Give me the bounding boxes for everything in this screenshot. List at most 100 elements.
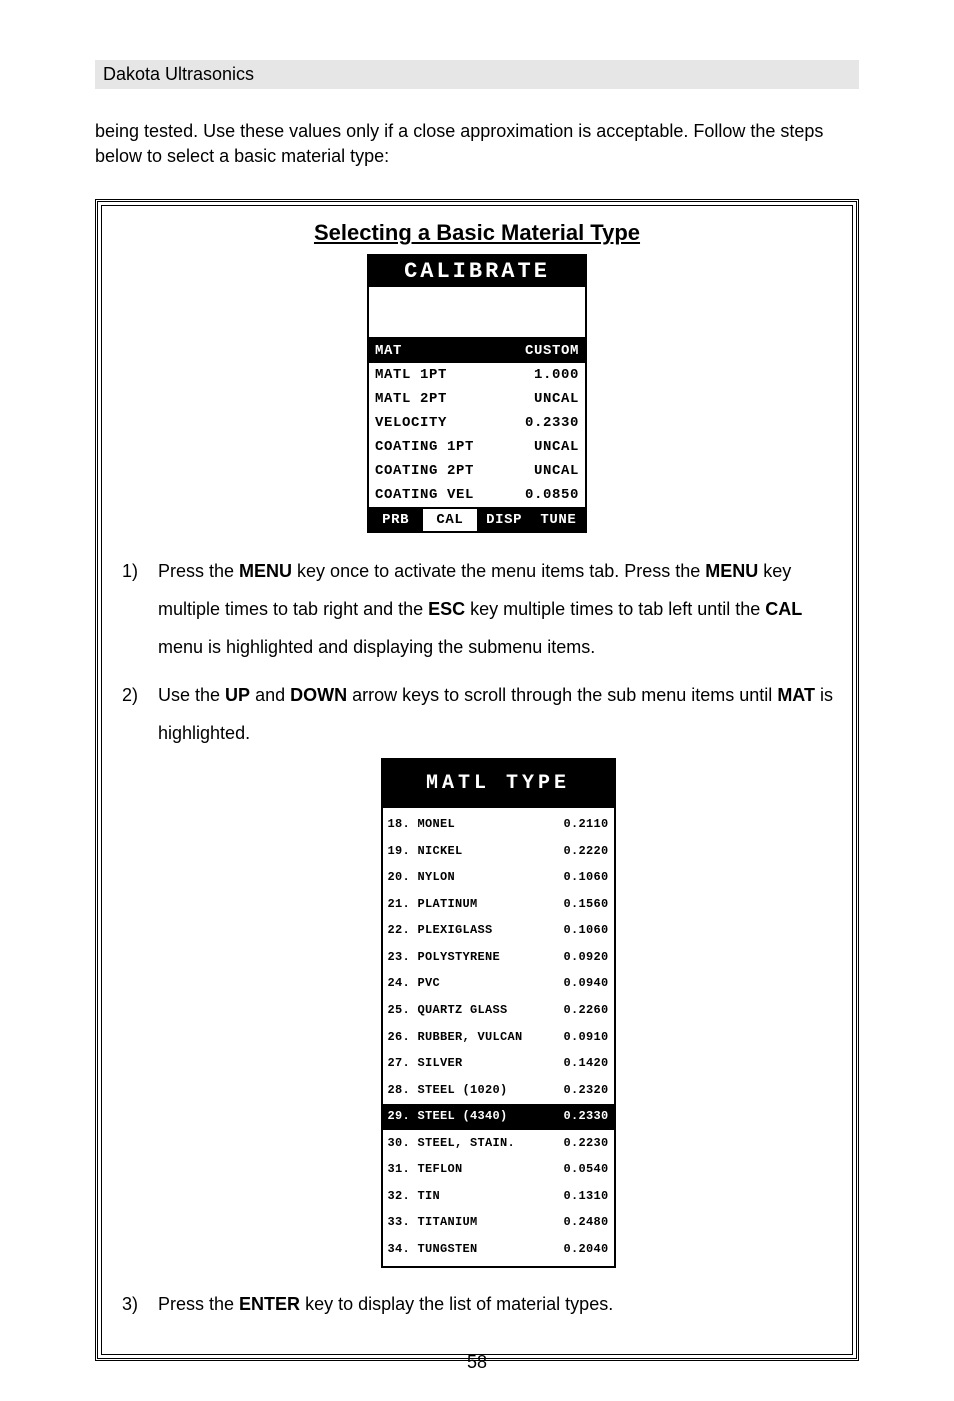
menu-row-label: MAT: [375, 343, 402, 359]
tab-cal: CAL: [422, 507, 476, 531]
menu-row-label: MATL 1PT: [375, 367, 447, 383]
material-value: 0.0940: [563, 971, 608, 996]
material-row: 21. PLATINUM 0.1560: [383, 891, 614, 918]
step-text: and: [250, 685, 290, 705]
material-type-title: MATL TYPE: [383, 760, 614, 808]
material-row: 23. POLYSTYRENE 0.0920: [383, 944, 614, 971]
material-name: 32. TIN: [388, 1184, 441, 1209]
calibrate-screen-title: CALIBRATE: [369, 256, 585, 287]
material-type-rows: 18. MONEL0.211019. NICKEL0.222020. NYLON…: [383, 808, 614, 1266]
material-row: 28. STEEL (1020) 0.2320: [383, 1077, 614, 1104]
material-row: 32. TIN 0.1310: [383, 1183, 614, 1210]
material-value: 0.1310: [563, 1184, 608, 1209]
material-name: 30. STEEL, STAIN.: [388, 1131, 516, 1156]
calibrate-menu-row: MAT CUSTOM: [369, 339, 585, 363]
instruction-steps: Press the MENU key once to activate the …: [116, 553, 838, 1323]
material-name: 27. SILVER: [388, 1051, 463, 1076]
tab-tune: TUNE: [531, 507, 585, 531]
material-value: 0.2230: [563, 1131, 608, 1156]
tab-prb: PRB: [369, 507, 422, 531]
step-text: Use the: [158, 685, 225, 705]
material-value: 0.2330: [563, 1104, 608, 1129]
material-value: 0.2260: [563, 998, 608, 1023]
document-header: Dakota Ultrasonics: [95, 60, 859, 89]
material-value: 0.0910: [563, 1025, 608, 1050]
material-value: 0.2040: [563, 1237, 608, 1262]
step-text: Press the: [158, 1294, 239, 1314]
material-name: 20. NYLON: [388, 865, 456, 890]
material-value: 0.1060: [563, 918, 608, 943]
material-row: 26. RUBBER, VULCAN 0.0910: [383, 1024, 614, 1051]
menu-row-value: 1.000: [534, 367, 579, 383]
page-number: 58: [0, 1352, 954, 1373]
key-esc: ESC: [428, 599, 465, 619]
key-down: DOWN: [290, 685, 347, 705]
material-row: 19. NICKEL 0.2220: [383, 838, 614, 865]
material-row: 27. SILVER 0.1420: [383, 1050, 614, 1077]
calibrate-tabs: PRBCALDISPTUNE: [369, 507, 585, 531]
menu-row-label: COATING VEL: [375, 487, 474, 503]
material-value: 0.2480: [563, 1210, 608, 1235]
material-row: 18. MONEL 0.2110: [383, 811, 614, 838]
menu-row-value: UNCAL: [534, 391, 579, 407]
menu-row-label: COATING 2PT: [375, 463, 474, 479]
menu-row-value: 0.0850: [525, 487, 579, 503]
material-value: 0.0920: [563, 945, 608, 970]
instruction-box: Selecting a Basic Material Type CALIBRAT…: [95, 199, 859, 1360]
step-3: Press the ENTER key to display the list …: [116, 1286, 838, 1324]
key-up: UP: [225, 685, 250, 705]
material-row: 25. QUARTZ GLASS 0.2260: [383, 997, 614, 1024]
material-row: 20. NYLON 0.1060: [383, 864, 614, 891]
material-name: 25. QUARTZ GLASS: [388, 998, 508, 1023]
material-name: 19. NICKEL: [388, 839, 463, 864]
material-name: 29. STEEL (4340): [388, 1104, 508, 1129]
material-row: 24. PVC 0.0940: [383, 971, 614, 998]
material-name: 22. PLEXIGLASS: [388, 918, 493, 943]
material-name: 33. TITANIUM: [388, 1210, 478, 1235]
menu-row-value: UNCAL: [534, 439, 579, 455]
calibrate-menu-row: MATL 1PT 1.000: [369, 363, 585, 387]
menu-row-value: 0.2330: [525, 415, 579, 431]
material-value: 0.1420: [563, 1051, 608, 1076]
calibrate-menu-row: COATING 2PT UNCAL: [369, 459, 585, 483]
material-row: 34. TUNGSTEN 0.2040: [383, 1236, 614, 1263]
material-name: 28. STEEL (1020): [388, 1078, 508, 1103]
material-value: 0.1060: [563, 865, 608, 890]
step-text: arrow keys to scroll through the sub men…: [347, 685, 777, 705]
calibrate-menu-rows: MAT CUSTOM MATL 1PT 1.000 MATL 2PT UNCAL VELOC…: [369, 339, 585, 507]
material-value: 0.1560: [563, 892, 608, 917]
key-mat: MAT: [777, 685, 815, 705]
step-1: Press the MENU key once to activate the …: [116, 553, 838, 666]
material-name: 34. TUNGSTEN: [388, 1237, 478, 1262]
material-name: 31. TEFLON: [388, 1157, 463, 1182]
step-text: Press the: [158, 561, 239, 581]
section-title: Selecting a Basic Material Type: [116, 220, 838, 246]
tab-disp: DISP: [477, 507, 531, 531]
menu-row-value: UNCAL: [534, 463, 579, 479]
calibrate-menu-row: VELOCITY0.2330: [369, 411, 585, 435]
material-value: 0.2220: [563, 839, 608, 864]
menu-row-label: MATL 2PT: [375, 391, 447, 407]
menu-row-value: CUSTOM: [525, 343, 579, 359]
material-row: 33. TITANIUM 0.2480: [383, 1210, 614, 1237]
material-value: 0.2110: [563, 812, 608, 837]
calibrate-menu-row: COATING 1PT UNCAL: [369, 435, 585, 459]
menu-row-label: COATING 1PT: [375, 439, 474, 455]
step-text: key multiple times to tab left until the: [465, 599, 765, 619]
material-name: 24. PVC: [388, 971, 441, 996]
material-row: 30. STEEL, STAIN. 0.2230: [383, 1130, 614, 1157]
material-row: 31. TEFLON0.0540: [383, 1157, 614, 1184]
key-menu: MENU: [239, 561, 292, 581]
material-name: 23. POLYSTYRENE: [388, 945, 501, 970]
material-name: 26. RUBBER, VULCAN: [388, 1025, 523, 1050]
key-menu: MENU: [705, 561, 758, 581]
material-row: 22. PLEXIGLASS 0.1060: [383, 918, 614, 945]
calibrate-screen: CALIBRATE MAT CUSTOM MATL 1PT 1.000 MATL 2PT…: [367, 254, 587, 533]
calibrate-screen-blank-area: [369, 287, 585, 339]
step-text: key to display the list of material type…: [300, 1294, 613, 1314]
material-name: 21. PLATINUM: [388, 892, 478, 917]
intro-paragraph: being tested. Use these values only if a…: [95, 119, 859, 169]
step-2: Use the UP and DOWN arrow keys to scroll…: [116, 677, 838, 1268]
material-value: 0.2320: [563, 1078, 608, 1103]
material-name: 18. MONEL: [388, 812, 456, 837]
